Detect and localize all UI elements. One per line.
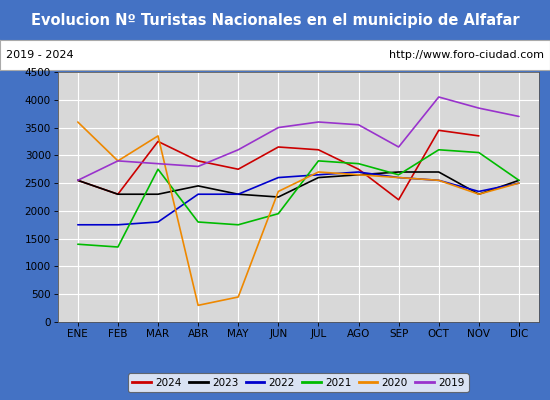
Text: Evolucion Nº Turistas Nacionales en el municipio de Alfafar: Evolucion Nº Turistas Nacionales en el m… [31, 14, 519, 28]
Text: http://www.foro-ciudad.com: http://www.foro-ciudad.com [389, 50, 544, 60]
Text: 2019 - 2024: 2019 - 2024 [6, 50, 73, 60]
Legend: 2024, 2023, 2022, 2021, 2020, 2019: 2024, 2023, 2022, 2021, 2020, 2019 [128, 374, 469, 392]
